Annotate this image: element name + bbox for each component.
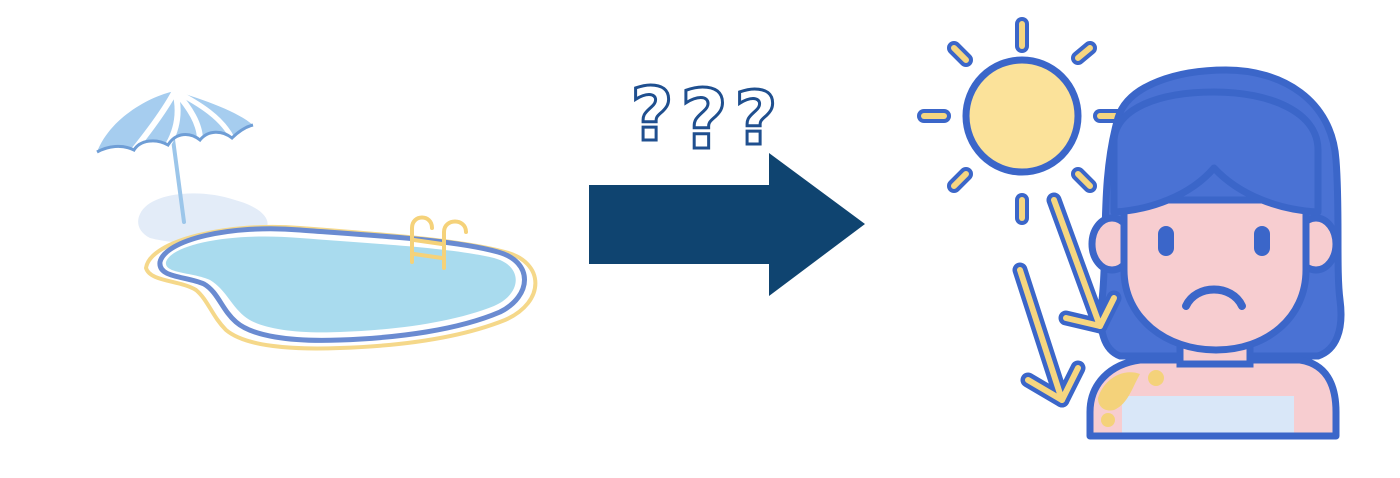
question-mark-2: ? [680, 73, 728, 168]
umbrella-icon [96, 88, 254, 154]
right-eye [1254, 226, 1270, 256]
question-mark-3: ? [735, 76, 778, 162]
sunburned-person-icon [1086, 66, 1345, 440]
left-eye [1158, 226, 1174, 256]
sunray-arrows [1012, 192, 1122, 408]
sunburn-spots [1098, 370, 1164, 427]
sunray-arrow-1 [1046, 192, 1122, 334]
pool-ladder-icon [410, 215, 468, 270]
sun-icon [917, 17, 1125, 225]
swimming-pool-icon [96, 88, 538, 351]
arrow-icon [589, 153, 865, 296]
question-mark-1: ? [631, 72, 674, 158]
sad-mouth [1182, 285, 1246, 310]
question-marks: ? ? ? [629, 71, 779, 170]
sunray-arrow-2 [1012, 262, 1086, 408]
